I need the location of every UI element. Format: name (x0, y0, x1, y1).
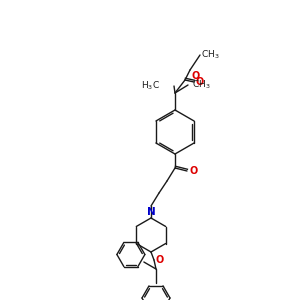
Text: H$_3$C: H$_3$C (141, 80, 160, 92)
Text: CH$_3$: CH$_3$ (201, 49, 220, 61)
Text: O: O (156, 255, 164, 265)
Text: O: O (196, 77, 204, 87)
Text: O: O (189, 166, 197, 176)
Text: O: O (191, 71, 199, 81)
Text: CH$_3$: CH$_3$ (192, 79, 211, 91)
Text: N: N (147, 207, 155, 217)
